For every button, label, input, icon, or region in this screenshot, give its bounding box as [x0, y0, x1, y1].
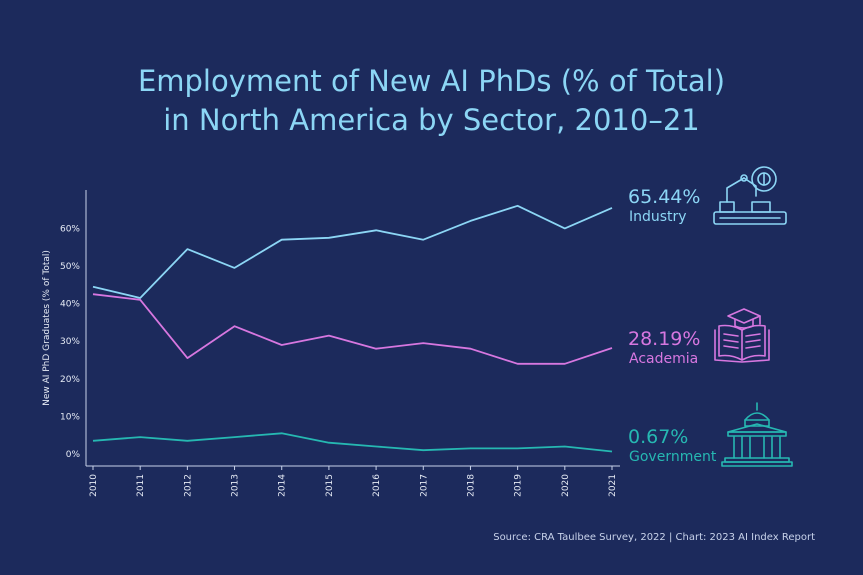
chart-title-line2: in North America by Sector, 2010–21: [163, 103, 700, 137]
legend-name-government: Government: [629, 449, 717, 465]
x-tick-label: 2016: [372, 474, 382, 497]
x-tick-label: 2021: [608, 474, 618, 497]
legend-name-academia: Academia: [629, 351, 698, 367]
y-tick-label: 40%: [60, 300, 80, 310]
x-tick-label: 2010: [89, 474, 99, 497]
series-line-government: [92, 432, 613, 453]
series-line-industry: [92, 204, 613, 299]
y-tick-label: 20%: [60, 375, 80, 385]
y-tick-label: 60%: [60, 224, 80, 234]
end-value-government: 0.67%: [628, 426, 688, 448]
chart-title-line1: Employment of New AI PhDs (% of Total): [137, 64, 726, 98]
x-tick-label: 2019: [514, 474, 524, 497]
x-tick-label: 2012: [183, 474, 193, 497]
y-tick-label: 30%: [60, 337, 80, 347]
x-tick-label: 2013: [231, 474, 241, 497]
source-note: Source: CRA Taulbee Survey, 2022 | Chart…: [493, 532, 815, 543]
government-building-icon: [721, 402, 793, 467]
x-tick-label: 2020: [561, 474, 571, 497]
end-value-industry: 65.44%: [628, 186, 700, 208]
y-tick-label: 0%: [66, 450, 81, 460]
y-tick-label: 50%: [60, 262, 80, 272]
academia-book-cap-icon: [714, 308, 770, 363]
y-tick-label: 10%: [60, 412, 80, 422]
legend-name-industry: Industry: [629, 209, 687, 225]
y-axis-label: New AI PhD Graduates (% of Total): [42, 250, 52, 406]
x-tick-label: 2017: [419, 474, 429, 497]
x-tick-label: 2015: [325, 474, 335, 497]
x-tick-label: 2011: [136, 474, 146, 497]
chart-title: Employment of New AI PhDs (% of Total) i…: [0, 62, 863, 140]
industry-robot-arm-icon: [713, 166, 787, 225]
end-value-academia: 28.19%: [628, 328, 700, 350]
x-tick-label: 2018: [466, 474, 476, 497]
x-tick-label: 2014: [278, 474, 288, 497]
series-line-academia: [92, 293, 613, 365]
